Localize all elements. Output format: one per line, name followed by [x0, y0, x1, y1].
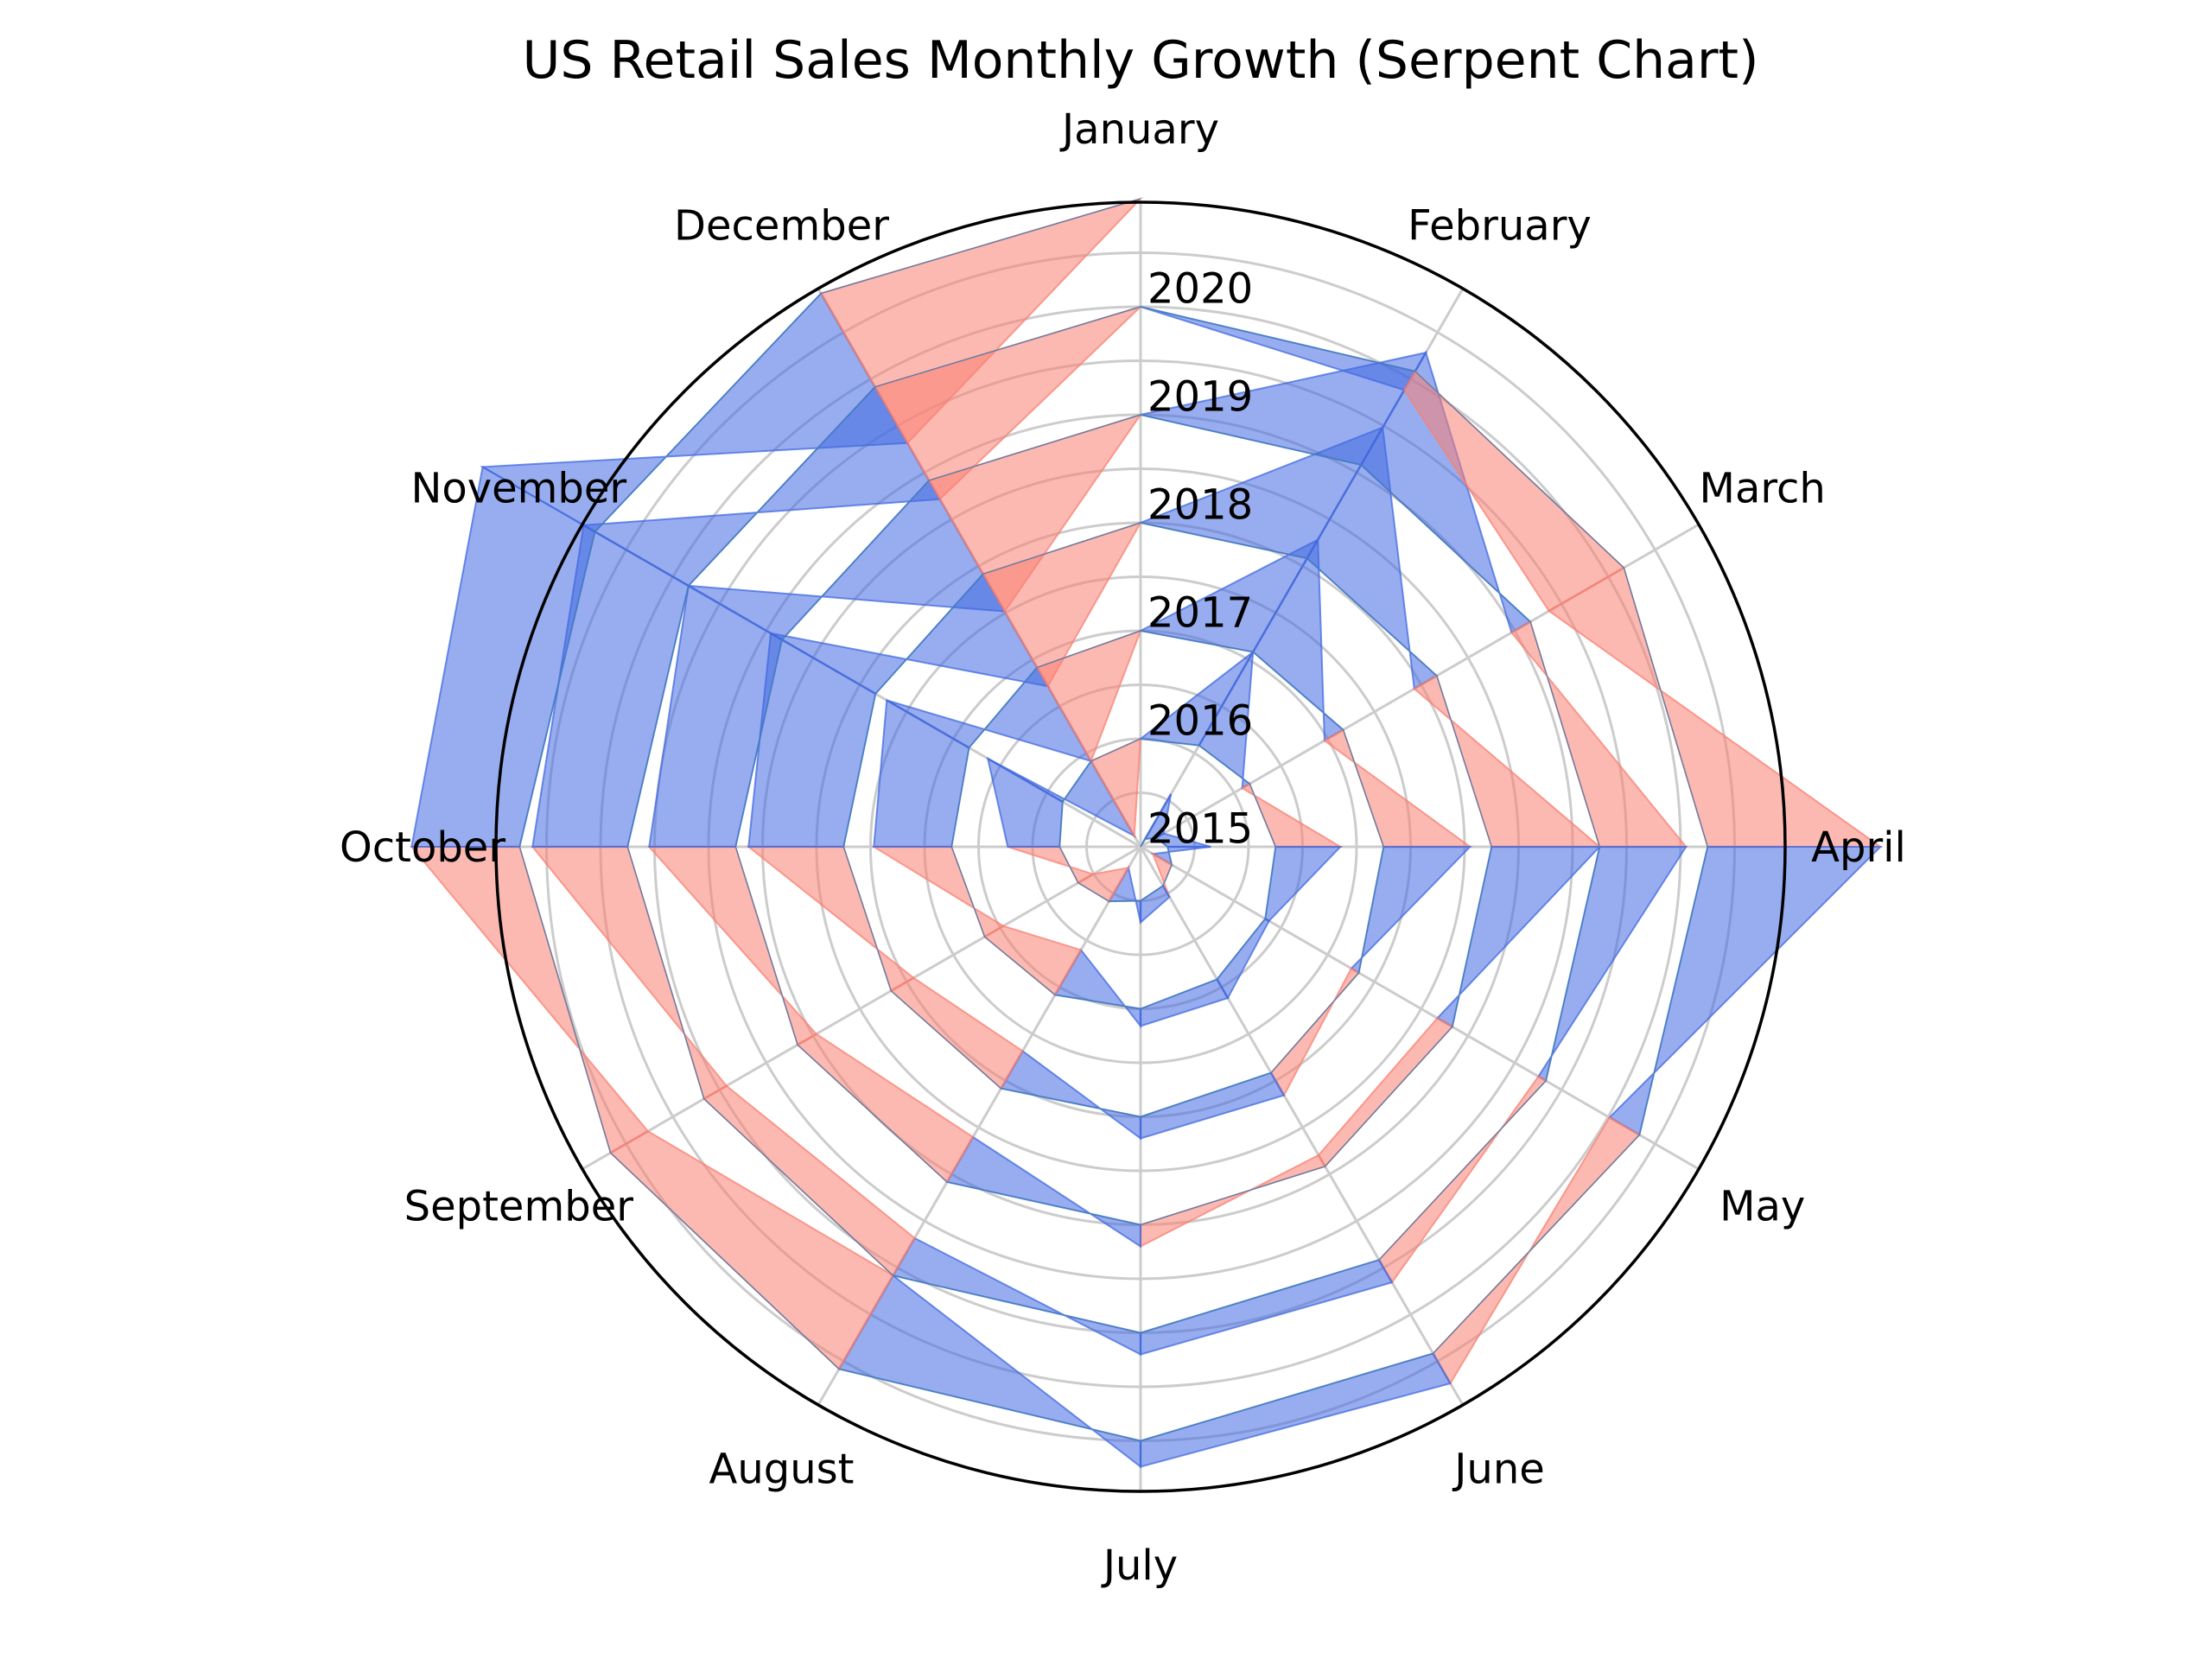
growth-wedge [889, 976, 1024, 1090]
growth-wedge [1317, 1017, 1454, 1168]
month-label: April [1811, 823, 1906, 872]
month-label: September [404, 1183, 634, 1231]
baseline-spiral [518, 198, 1708, 1442]
month-label: February [1408, 201, 1592, 250]
year-label: 2019 [1147, 373, 1253, 422]
grid-spoke [582, 845, 1141, 1171]
month-label: October [340, 823, 505, 872]
year-label: 2016 [1147, 697, 1253, 746]
outer-ring [494, 200, 1787, 1493]
chart-title: US Retail Sales Monthly Growth (Serpent … [522, 30, 1758, 91]
growth-wedge [945, 1135, 1141, 1249]
month-label: January [1059, 105, 1219, 154]
axis-labels: January February March April May June July Augu… [340, 105, 1906, 1590]
month-label: November [410, 465, 626, 513]
growth-wedges [410, 196, 1884, 1469]
grid-spoke [1139, 846, 1465, 1406]
growth-wedge [1007, 846, 1096, 885]
growth-wedge [1240, 782, 1344, 848]
month-label: May [1719, 1183, 1805, 1231]
growth-wedge [1264, 846, 1343, 923]
year-label: 2015 [1147, 805, 1253, 854]
growth-wedge [986, 756, 1064, 848]
growth-wedge [1140, 978, 1230, 1027]
growth-wedge [1432, 1116, 1641, 1385]
growth-wedge [1216, 918, 1271, 1001]
year-label: 2018 [1147, 481, 1253, 530]
year-label: 2020 [1147, 265, 1253, 314]
growth-wedge [796, 1033, 975, 1184]
baseline-spiral-line [518, 198, 1708, 1442]
growth-wedge [1140, 1258, 1394, 1356]
growth-wedge [1140, 1071, 1286, 1140]
month-label: March [1700, 465, 1826, 513]
month-label: December [674, 201, 889, 250]
month-label: August [709, 1446, 855, 1494]
year-label: 2017 [1147, 589, 1253, 638]
growth-wedge [999, 1049, 1141, 1141]
grid-spoke [1140, 845, 1700, 1171]
growth-wedge [1350, 846, 1472, 975]
growth-wedge [1140, 1352, 1452, 1468]
month-label: July [1101, 1541, 1178, 1590]
month-label: June [1452, 1446, 1545, 1494]
